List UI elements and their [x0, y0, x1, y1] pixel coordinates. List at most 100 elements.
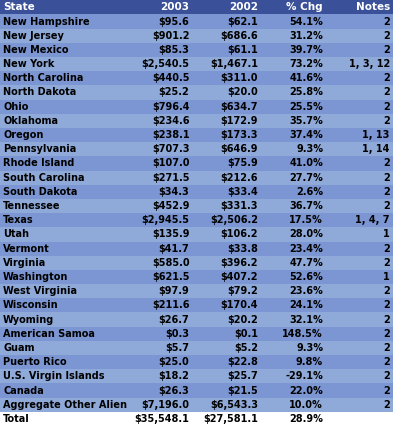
Text: Aggregate Other Alien: Aggregate Other Alien: [3, 400, 127, 410]
Text: 1, 13: 1, 13: [362, 130, 390, 140]
Text: Pennsylvania: Pennsylvania: [3, 144, 76, 154]
Text: 1: 1: [383, 272, 390, 282]
Text: Notes: Notes: [356, 2, 390, 12]
Text: 9.3%: 9.3%: [296, 343, 323, 353]
Text: $234.6: $234.6: [152, 116, 189, 126]
Text: 2: 2: [383, 286, 390, 296]
Text: 2: 2: [383, 73, 390, 83]
Text: 148.5%: 148.5%: [283, 329, 323, 339]
Text: $61.1: $61.1: [228, 45, 258, 55]
Text: $2,540.5: $2,540.5: [141, 59, 189, 69]
Bar: [0, 284, 393, 298]
Text: 2: 2: [383, 329, 390, 339]
Text: 2: 2: [383, 173, 390, 183]
Text: $22.8: $22.8: [227, 357, 258, 367]
Text: $18.2: $18.2: [158, 371, 189, 381]
Bar: [0, 213, 393, 227]
Bar: [0, 29, 393, 43]
Text: $85.3: $85.3: [158, 45, 189, 55]
Text: 41.6%: 41.6%: [289, 73, 323, 83]
Text: 10.0%: 10.0%: [289, 400, 323, 410]
Text: Wyoming: Wyoming: [3, 314, 54, 325]
Text: $95.6: $95.6: [159, 17, 189, 26]
Bar: [0, 270, 393, 284]
Text: $311.0: $311.0: [221, 73, 258, 83]
Text: 9.3%: 9.3%: [296, 144, 323, 154]
Text: $796.4: $796.4: [152, 102, 189, 112]
Text: $1,467.1: $1,467.1: [210, 59, 258, 69]
Text: 2: 2: [383, 87, 390, 98]
Text: Oregon: Oregon: [3, 130, 44, 140]
Text: $238.1: $238.1: [152, 130, 189, 140]
Text: 2: 2: [383, 116, 390, 126]
Text: Texas: Texas: [3, 215, 34, 225]
Text: $2,945.5: $2,945.5: [141, 215, 189, 225]
Bar: [0, 100, 393, 114]
Text: South Dakota: South Dakota: [3, 187, 77, 197]
Text: 24.1%: 24.1%: [289, 300, 323, 311]
Bar: [0, 256, 393, 270]
Bar: [0, 14, 393, 29]
Text: % Chg: % Chg: [286, 2, 323, 12]
Text: 23.4%: 23.4%: [289, 244, 323, 253]
Text: 25.8%: 25.8%: [289, 87, 323, 98]
Text: 2: 2: [383, 187, 390, 197]
Bar: [0, 227, 393, 242]
Text: $33.4: $33.4: [228, 187, 258, 197]
Text: $41.7: $41.7: [159, 244, 189, 253]
Bar: [0, 57, 393, 71]
Bar: [0, 128, 393, 142]
Text: 2: 2: [383, 102, 390, 112]
Text: $27,581.1: $27,581.1: [203, 414, 258, 424]
Text: West Virginia: West Virginia: [3, 286, 77, 296]
Text: $271.5: $271.5: [152, 173, 189, 183]
Text: $21.5: $21.5: [228, 386, 258, 395]
Text: $62.1: $62.1: [228, 17, 258, 26]
Text: State: State: [3, 2, 35, 12]
Text: 23.6%: 23.6%: [289, 286, 323, 296]
Text: 9.8%: 9.8%: [296, 357, 323, 367]
Text: $634.7: $634.7: [221, 102, 258, 112]
Text: $5.2: $5.2: [234, 343, 258, 353]
Text: $33.8: $33.8: [227, 244, 258, 253]
Text: $173.3: $173.3: [221, 130, 258, 140]
Bar: [0, 156, 393, 170]
Text: Canada: Canada: [3, 386, 44, 395]
Text: $0.1: $0.1: [234, 329, 258, 339]
Text: 2: 2: [383, 31, 390, 41]
Text: 25.5%: 25.5%: [289, 102, 323, 112]
Text: 1, 14: 1, 14: [362, 144, 390, 154]
Text: Tennessee: Tennessee: [3, 201, 61, 211]
Bar: [0, 114, 393, 128]
Text: $25.2: $25.2: [159, 87, 189, 98]
Text: $452.9: $452.9: [152, 201, 189, 211]
Text: $212.6: $212.6: [221, 173, 258, 183]
Text: $20.2: $20.2: [228, 314, 258, 325]
Text: Oklahoma: Oklahoma: [3, 116, 58, 126]
Text: Guam: Guam: [3, 343, 35, 353]
Text: Virginia: Virginia: [3, 258, 46, 268]
Bar: [0, 71, 393, 85]
Text: 2: 2: [383, 400, 390, 410]
Text: $0.3: $0.3: [165, 329, 189, 339]
Text: $26.3: $26.3: [159, 386, 189, 395]
Text: $407.2: $407.2: [221, 272, 258, 282]
Bar: [0, 327, 393, 341]
Text: $686.6: $686.6: [220, 31, 258, 41]
Text: 1, 4, 7: 1, 4, 7: [355, 215, 390, 225]
Text: 54.1%: 54.1%: [289, 17, 323, 26]
Text: $707.3: $707.3: [152, 144, 189, 154]
Text: 39.7%: 39.7%: [289, 45, 323, 55]
Text: $25.0: $25.0: [159, 357, 189, 367]
Text: $6,543.3: $6,543.3: [210, 400, 258, 410]
Text: 2: 2: [383, 386, 390, 395]
Text: New York: New York: [3, 59, 55, 69]
Text: South Carolina: South Carolina: [3, 173, 84, 183]
Text: 36.7%: 36.7%: [289, 201, 323, 211]
Text: 2: 2: [383, 357, 390, 367]
Text: 73.2%: 73.2%: [289, 59, 323, 69]
Text: North Carolina: North Carolina: [3, 73, 84, 83]
Text: New Hampshire: New Hampshire: [3, 17, 90, 26]
Text: 22.0%: 22.0%: [289, 386, 323, 395]
Bar: [0, 170, 393, 185]
